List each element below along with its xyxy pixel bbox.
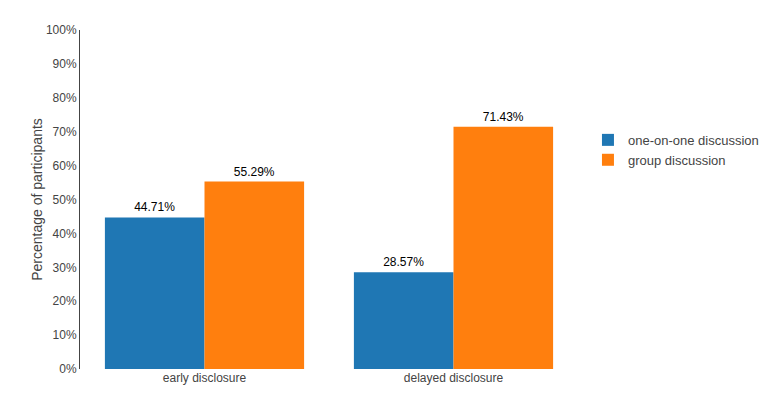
svg-text:50%: 50% [53,193,77,207]
svg-text:40%: 40% [53,227,77,241]
svg-text:20%: 20% [53,294,77,308]
svg-text:60%: 60% [53,159,77,173]
svg-text:80%: 80% [53,91,77,105]
svg-text:70%: 70% [53,125,77,139]
svg-text:10%: 10% [53,328,77,342]
svg-text:0%: 0% [59,362,77,376]
svg-text:71.43%: 71.43% [483,110,524,124]
svg-text:28.57%: 28.57% [383,255,424,269]
svg-text:30%: 30% [53,261,77,275]
svg-text:Percentage of participants: Percentage of participants [29,118,45,281]
svg-text:one-on-one discussion: one-on-one discussion [628,133,759,148]
svg-text:early disclosure: early disclosure [163,371,247,385]
svg-text:90%: 90% [53,57,77,71]
svg-text:group discussion: group discussion [628,153,726,168]
svg-text:55.29%: 55.29% [234,165,275,179]
svg-text:delayed disclosure: delayed disclosure [404,371,504,385]
svg-text:44.71%: 44.71% [134,200,175,214]
svg-text:100%: 100% [46,23,77,37]
